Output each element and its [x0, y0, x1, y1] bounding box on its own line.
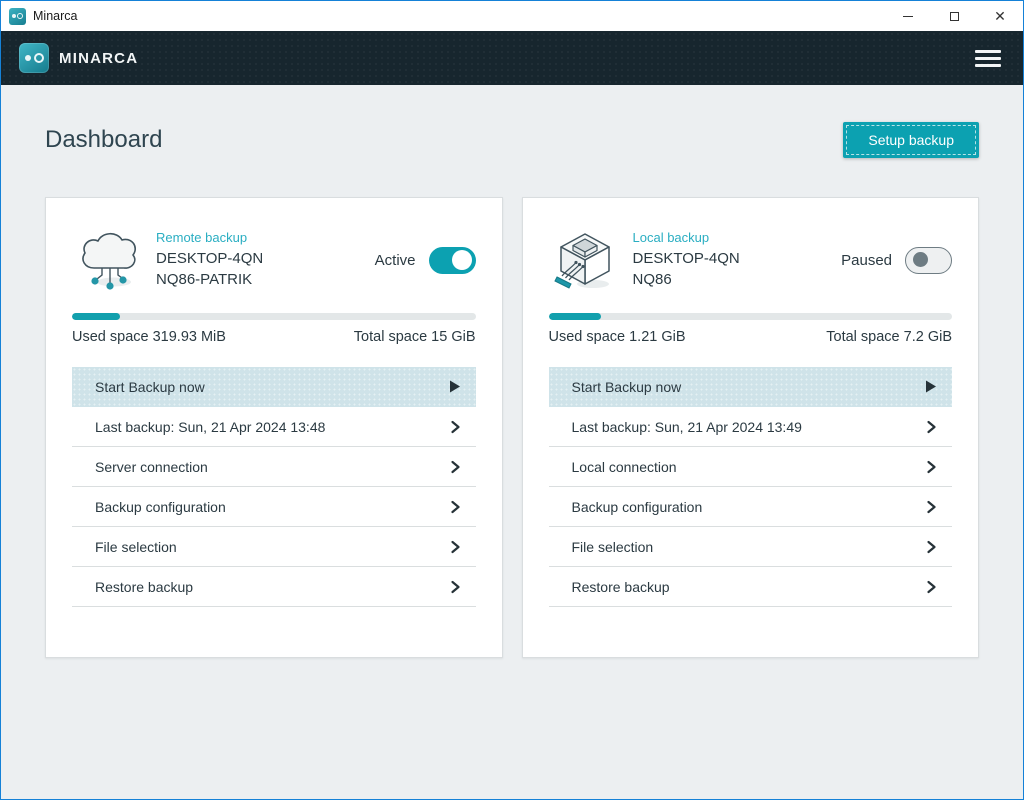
hamburger-menu-icon[interactable] — [975, 49, 1001, 67]
page-title: Dashboard — [45, 126, 163, 153]
space-progress-bar — [548, 313, 952, 320]
status-toggle-group: Paused — [841, 246, 952, 274]
page-content: Dashboard Setup backup — [1, 85, 1023, 799]
start-backup-row[interactable]: Start Backup now — [72, 367, 476, 407]
chevron-right-icon — [924, 460, 938, 474]
chevron-right-icon — [924, 500, 938, 514]
minarca-logo-icon — [19, 43, 49, 73]
restore-backup-row[interactable]: Restore backup — [548, 567, 952, 607]
space-summary: Used space 319.93 MiB Total space 15 GiB — [72, 329, 476, 345]
backup-kind-label: Local backup — [632, 229, 710, 245]
card-header: Remote backup DESKTOP-4QN NQ86-PATRIK Ac… — [72, 224, 476, 296]
computer-name: DESKTOP-4QN — [632, 249, 740, 267]
status-label: Paused — [841, 251, 892, 269]
page-header: Dashboard Setup backup — [45, 122, 979, 158]
repository-name: NQ86 — [632, 271, 672, 289]
status-toggle-group: Active — [374, 246, 476, 274]
brand: MINARCA — [19, 43, 975, 73]
play-icon — [447, 379, 462, 394]
play-icon — [923, 379, 938, 394]
status-label: Active — [374, 251, 416, 269]
minarca-app-icon — [9, 7, 26, 25]
used-space-label: Used space 319.93 MiB — [72, 329, 226, 345]
space-progress-fill — [548, 313, 601, 320]
app-navbar: MINARCA — [1, 31, 1023, 85]
cloud-network-icon — [82, 232, 137, 290]
minimize-icon — [903, 15, 913, 17]
space-progress-fill — [72, 313, 121, 320]
backup-kind-label: Remote backup — [156, 229, 248, 245]
toggle-knob — [451, 250, 472, 270]
backup-identity: Local backup DESKTOP-4QN NQ86 — [633, 229, 842, 291]
remote-backup-card: Remote backup DESKTOP-4QN NQ86-PATRIK Ac… — [45, 197, 503, 658]
brand-name: MINARCA — [59, 49, 139, 67]
window-controls: ✕ — [885, 1, 1023, 31]
card-header: Local backup DESKTOP-4QN NQ86 Paused — [549, 224, 952, 296]
backup-configuration-row[interactable]: Backup configuration — [548, 487, 952, 527]
backup-configuration-row[interactable]: Backup configuration — [72, 487, 476, 527]
total-space-label: Total space 15 GiB — [353, 329, 476, 345]
chevron-right-icon — [448, 460, 462, 474]
space-progress-bar — [72, 313, 476, 320]
chevron-right-icon — [448, 420, 462, 434]
card-menu: Start Backup now Last backup: Sun, 21 Ap… — [548, 367, 952, 607]
repository-name: NQ86-PATRIK — [156, 271, 253, 289]
backup-cards: Remote backup DESKTOP-4QN NQ86-PATRIK Ac… — [45, 197, 979, 658]
restore-backup-row[interactable]: Restore backup — [72, 567, 476, 607]
titlebar-app: Minarca — [1, 7, 885, 25]
card-menu: Start Backup now Last backup: Sun, 21 Ap… — [72, 367, 476, 607]
maximize-icon — [949, 11, 959, 21]
maximize-button[interactable] — [931, 1, 977, 31]
server-connection-row[interactable]: Server connection — [72, 447, 476, 487]
close-button[interactable]: ✕ — [994, 7, 1006, 24]
last-backup-row[interactable]: Last backup: Sun, 21 Apr 2024 13:49 — [548, 407, 952, 447]
chevron-right-icon — [448, 500, 462, 514]
chevron-right-icon — [924, 420, 938, 434]
backup-active-toggle[interactable] — [905, 246, 952, 274]
backup-identity: Remote backup DESKTOP-4QN NQ86-PATRIK — [156, 229, 375, 291]
last-backup-row[interactable]: Last backup: Sun, 21 Apr 2024 13:48 — [72, 407, 476, 447]
cube-network-icon — [553, 233, 610, 289]
setup-backup-button[interactable]: Setup backup — [843, 122, 979, 158]
file-selection-row[interactable]: File selection — [72, 527, 476, 567]
start-backup-row[interactable]: Start Backup now — [548, 367, 952, 407]
computer-name: DESKTOP-4QN — [156, 249, 264, 267]
used-space-label: Used space 1.21 GiB — [548, 329, 686, 345]
chevron-right-icon — [924, 580, 938, 594]
file-selection-row[interactable]: File selection — [548, 527, 952, 567]
chevron-right-icon — [448, 540, 462, 554]
chevron-right-icon — [448, 580, 462, 594]
backup-active-toggle[interactable] — [428, 246, 476, 274]
space-summary: Used space 1.21 GiB Total space 7.2 GiB — [549, 329, 953, 345]
minimize-button[interactable] — [885, 1, 931, 31]
local-backup-card: Local backup DESKTOP-4QN NQ86 Paused Use… — [521, 197, 979, 658]
local-connection-row[interactable]: Local connection — [548, 447, 952, 487]
total-space-label: Total space 7.2 GiB — [826, 329, 952, 345]
toggle-knob — [913, 252, 928, 267]
chevron-right-icon — [924, 540, 938, 554]
window-title: Minarca — [33, 9, 78, 23]
os-titlebar: Minarca ✕ — [1, 1, 1023, 31]
